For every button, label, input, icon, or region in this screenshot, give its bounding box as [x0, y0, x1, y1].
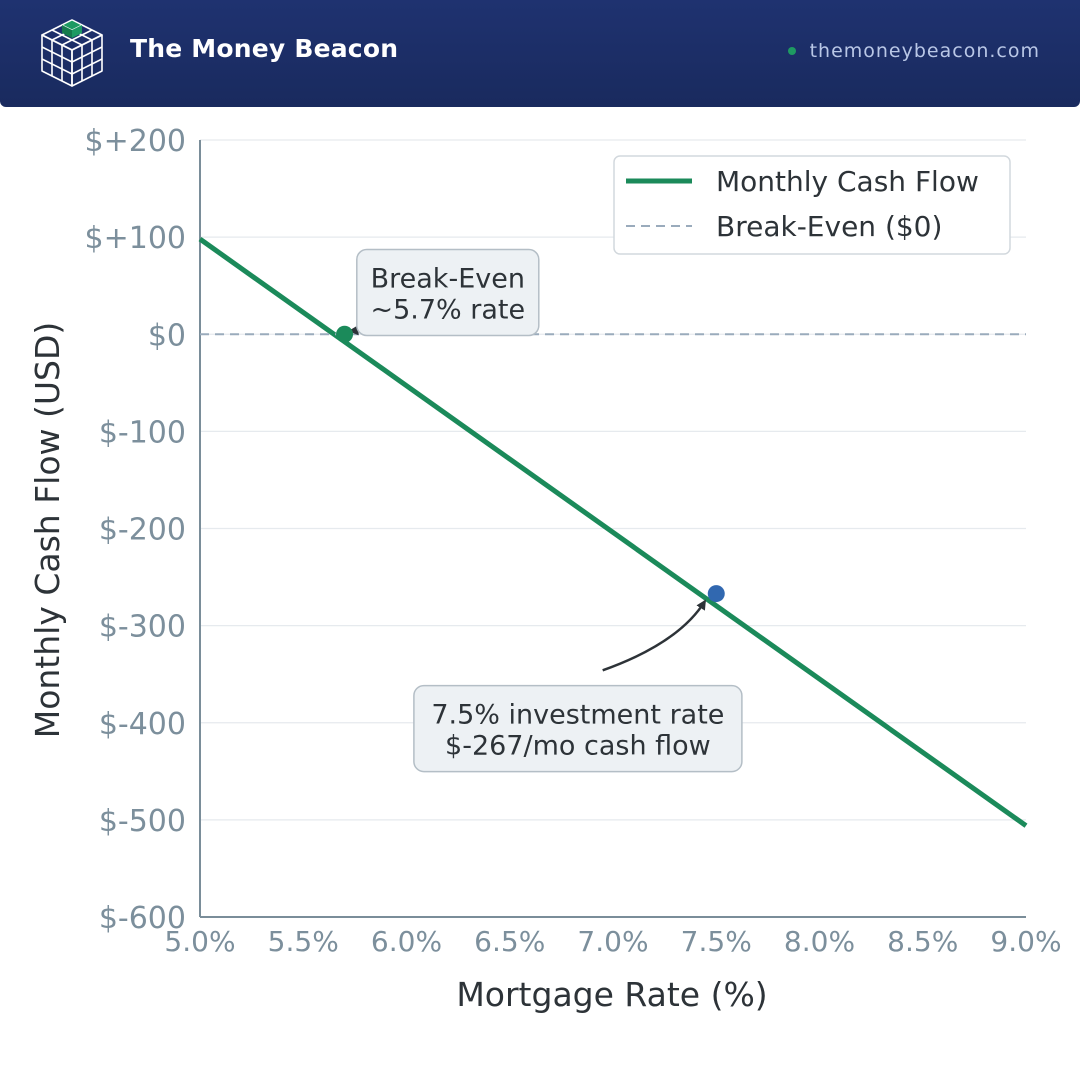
- annotation-arrow: [602, 599, 706, 672]
- legend-entry: Break-Even ($0): [716, 210, 942, 243]
- site-url-text: themoneybeacon.com: [809, 40, 1040, 62]
- annotation-text: ~5.7% rate: [370, 294, 525, 325]
- cube-grid-icon: [41, 19, 103, 87]
- y-tick-label: $-500: [99, 804, 186, 839]
- x-tick-label: 6.5%: [474, 925, 545, 958]
- x-tick-label: 8.5%: [887, 925, 958, 958]
- header-banner: The Money Beacon themoneybeacon.com: [0, 0, 1080, 107]
- annotation-box-bg: [413, 684, 743, 773]
- annotation-box: 7.5% investment rate$-267/mo cash flow: [413, 684, 743, 773]
- x-tick-label: 7.5%: [681, 925, 752, 958]
- y-tick-label: $-400: [99, 707, 186, 742]
- x-tick-label: 9.0%: [990, 925, 1061, 958]
- y-tick-label: $0: [148, 318, 186, 353]
- annotation-text: $-267/mo cash flow: [445, 731, 711, 762]
- x-tick-label: 5.5%: [268, 925, 339, 958]
- site-url[interactable]: themoneybeacon.com: [787, 40, 1040, 62]
- x-tick-label: 8.0%: [784, 925, 855, 958]
- x-tick-label: 5.0%: [164, 925, 235, 958]
- y-axis-label: Monthly Cash Flow (USD): [28, 322, 67, 739]
- annotation-text: Break-Even: [371, 263, 525, 294]
- cash-flow-chart: $+200 $+100 $0 $-100 $-200 $-300 $-400 $-500 $-6…: [28, 124, 1062, 1014]
- x-tick-label: 6.0%: [371, 925, 442, 958]
- y-tick-label: $-600: [99, 901, 186, 936]
- legend-frame: [613, 155, 1011, 255]
- legend: Monthly Cash Flow Break-Even ($0): [613, 155, 1011, 255]
- y-tick-label: $-200: [99, 513, 186, 548]
- y-tick-label: $-300: [99, 610, 186, 645]
- annotation-box-bg: [356, 248, 540, 337]
- legend-entry: Monthly Cash Flow: [716, 165, 979, 198]
- x-tick-label: 7.0%: [577, 925, 648, 958]
- x-axis-label: Mortgage Rate (%): [456, 975, 767, 1014]
- highlight-point: [336, 325, 354, 343]
- status-dot-icon: [787, 47, 796, 55]
- y-tick-label: $+200: [85, 124, 186, 159]
- y-tick-label: $-100: [99, 415, 186, 450]
- annotation-box: Break-Even~5.7% rate: [356, 248, 540, 337]
- axes: $+200 $+100 $0 $-100 $-200 $-300 $-400 $-500 $-6…: [85, 124, 1062, 958]
- y-tick-label: $+100: [85, 221, 186, 256]
- annotation-text: 7.5% investment rate: [431, 700, 724, 731]
- brand-name: The Money Beacon: [130, 34, 399, 63]
- highlight-point: [707, 585, 725, 603]
- annotations: Break-Even~5.7% rate 7.5% investment rate…: [336, 248, 743, 773]
